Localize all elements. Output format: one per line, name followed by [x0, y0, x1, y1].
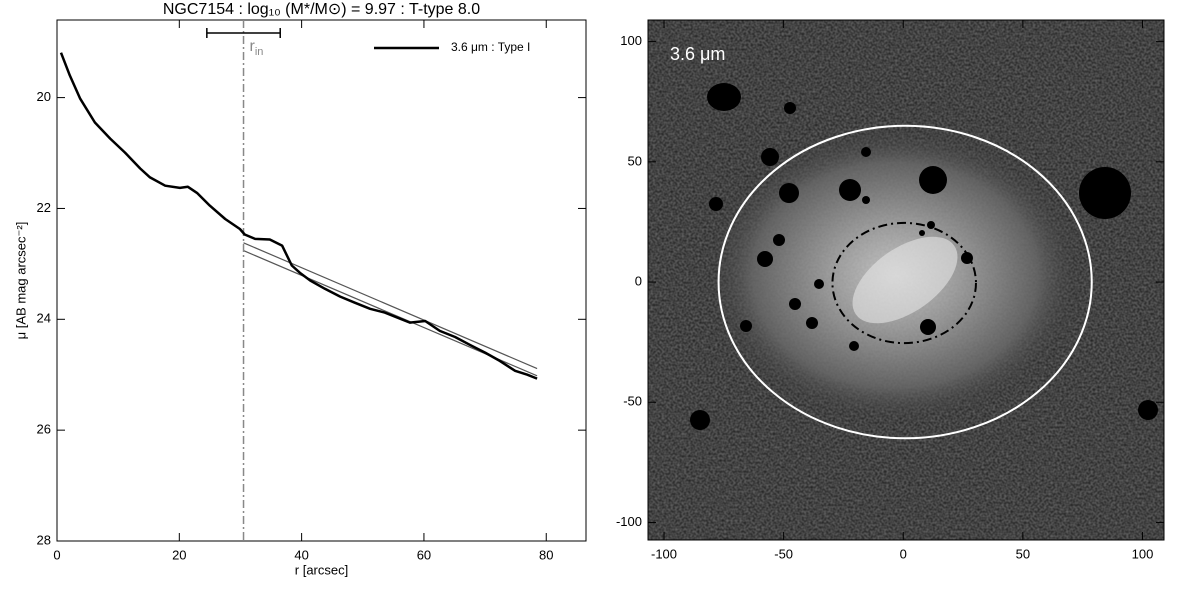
aperture-ellipse [717, 124, 1093, 440]
y-tick-label: 50 [628, 153, 642, 168]
masks [690, 83, 1158, 430]
chart-title: NGC7154 : log₁₀ (M*/M⊙) = 9.97 : T-type … [163, 1, 480, 18]
y-tick-label: 24 [37, 311, 51, 326]
band-label: 3.6 μm [670, 44, 725, 64]
x-tick-label: -50 [774, 546, 793, 561]
y-tick-label: 100 [620, 33, 642, 48]
aperture-ellipse [831, 221, 977, 345]
profile-line [59, 52, 538, 380]
plot-frame [647, 19, 1165, 541]
x-tick-label: 50 [1016, 546, 1030, 561]
x-tick-label: 80 [539, 547, 553, 562]
r-in-symbol: r [250, 38, 256, 55]
y-tick-label: 28 [37, 532, 51, 547]
x-tick-label: 40 [294, 547, 308, 562]
x-tick-label: 100 [1132, 546, 1154, 561]
r-in-label: rin [250, 38, 264, 58]
y-tick-label: 22 [37, 200, 51, 215]
fit-line [243, 242, 538, 370]
y-tick-label: -100 [616, 514, 642, 529]
y-axis-label: μ [AB mag arcsec⁻²] [13, 222, 28, 340]
plot-frame [56, 19, 587, 542]
x-tick-label: 60 [417, 547, 431, 562]
legend-label: 3.6 μm : Type I [451, 40, 530, 54]
x-tick-label: 20 [172, 547, 186, 562]
y-tick-label: -50 [623, 394, 642, 409]
x-tick-label: 0 [53, 547, 60, 562]
galaxy-image [648, 20, 1164, 540]
y-tick-label: 26 [37, 422, 51, 437]
y-tick-label: 20 [37, 89, 51, 104]
x-tick-label: 0 [900, 546, 907, 561]
galaxy-core [852, 236, 958, 324]
y-tick-label: 0 [635, 273, 642, 288]
x-axis-label: r [arcsec] [295, 562, 348, 577]
r-in-subscript: in [255, 46, 264, 58]
x-tick-label: -100 [651, 546, 677, 561]
